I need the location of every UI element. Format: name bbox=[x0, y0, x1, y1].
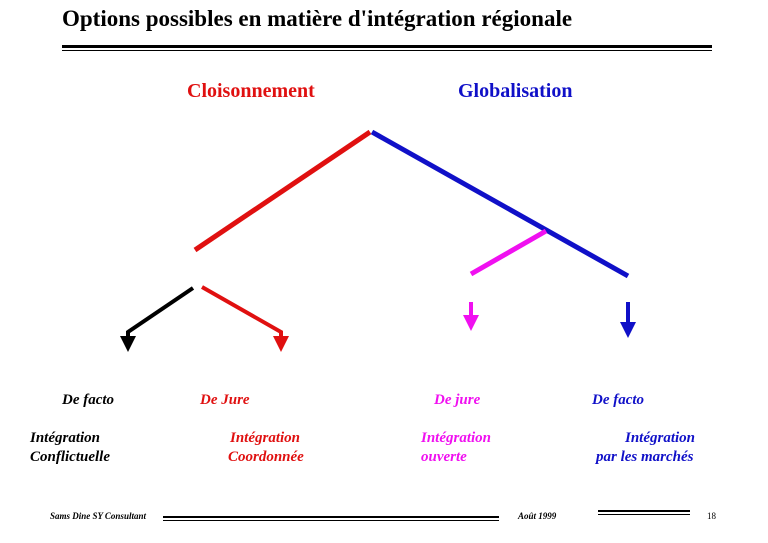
page-title: Options possibles en matière d'intégrati… bbox=[62, 6, 573, 31]
desc-conflictuelle-line1: Intégration bbox=[30, 430, 101, 446]
footer-rule-left-thin bbox=[163, 520, 499, 521]
footer-rule-right bbox=[598, 510, 690, 512]
desc-coordonnee-line1: Intégration bbox=[230, 430, 301, 446]
outcome-defacto-conflictuelle: De facto bbox=[62, 392, 115, 408]
cloisonnement-label: Cloisonnement bbox=[187, 80, 315, 102]
desc-coordonnee-line2: Coordonnée bbox=[228, 449, 304, 465]
footer-date: Août 1999 bbox=[518, 511, 557, 521]
title-rule-thick bbox=[62, 45, 712, 48]
desc-marches-line1: Intégration bbox=[625, 430, 696, 446]
desc-ouverte-line1: Intégration bbox=[421, 430, 492, 446]
footer-rule-right-thin bbox=[598, 514, 690, 515]
footer-rule-left bbox=[163, 516, 499, 518]
globalisation-branch bbox=[370, 129, 630, 279]
footer-author: Sams Dine SY Consultant bbox=[50, 511, 146, 521]
outcome-dejure-coordonnee: De Jure bbox=[200, 392, 250, 408]
desc-conflictuelle-line2: Conflictuelle bbox=[30, 449, 110, 465]
cloisonnement-branch bbox=[193, 129, 372, 253]
outcome-dejure-ouverte: De jure bbox=[434, 392, 481, 408]
title-rule-thin bbox=[62, 50, 712, 51]
page-number: 18 bbox=[707, 511, 716, 521]
conflictuelle-arrow bbox=[120, 286, 195, 352]
globalisation-label: Globalisation bbox=[458, 80, 573, 102]
coordonnee-arrow bbox=[201, 285, 289, 352]
desc-ouverte-line2: ouverte bbox=[421, 449, 467, 465]
desc-marches-line2: par les marchés bbox=[596, 449, 694, 465]
ouverte-branch bbox=[469, 228, 548, 277]
outcome-defacto-marches: De facto bbox=[592, 392, 645, 408]
